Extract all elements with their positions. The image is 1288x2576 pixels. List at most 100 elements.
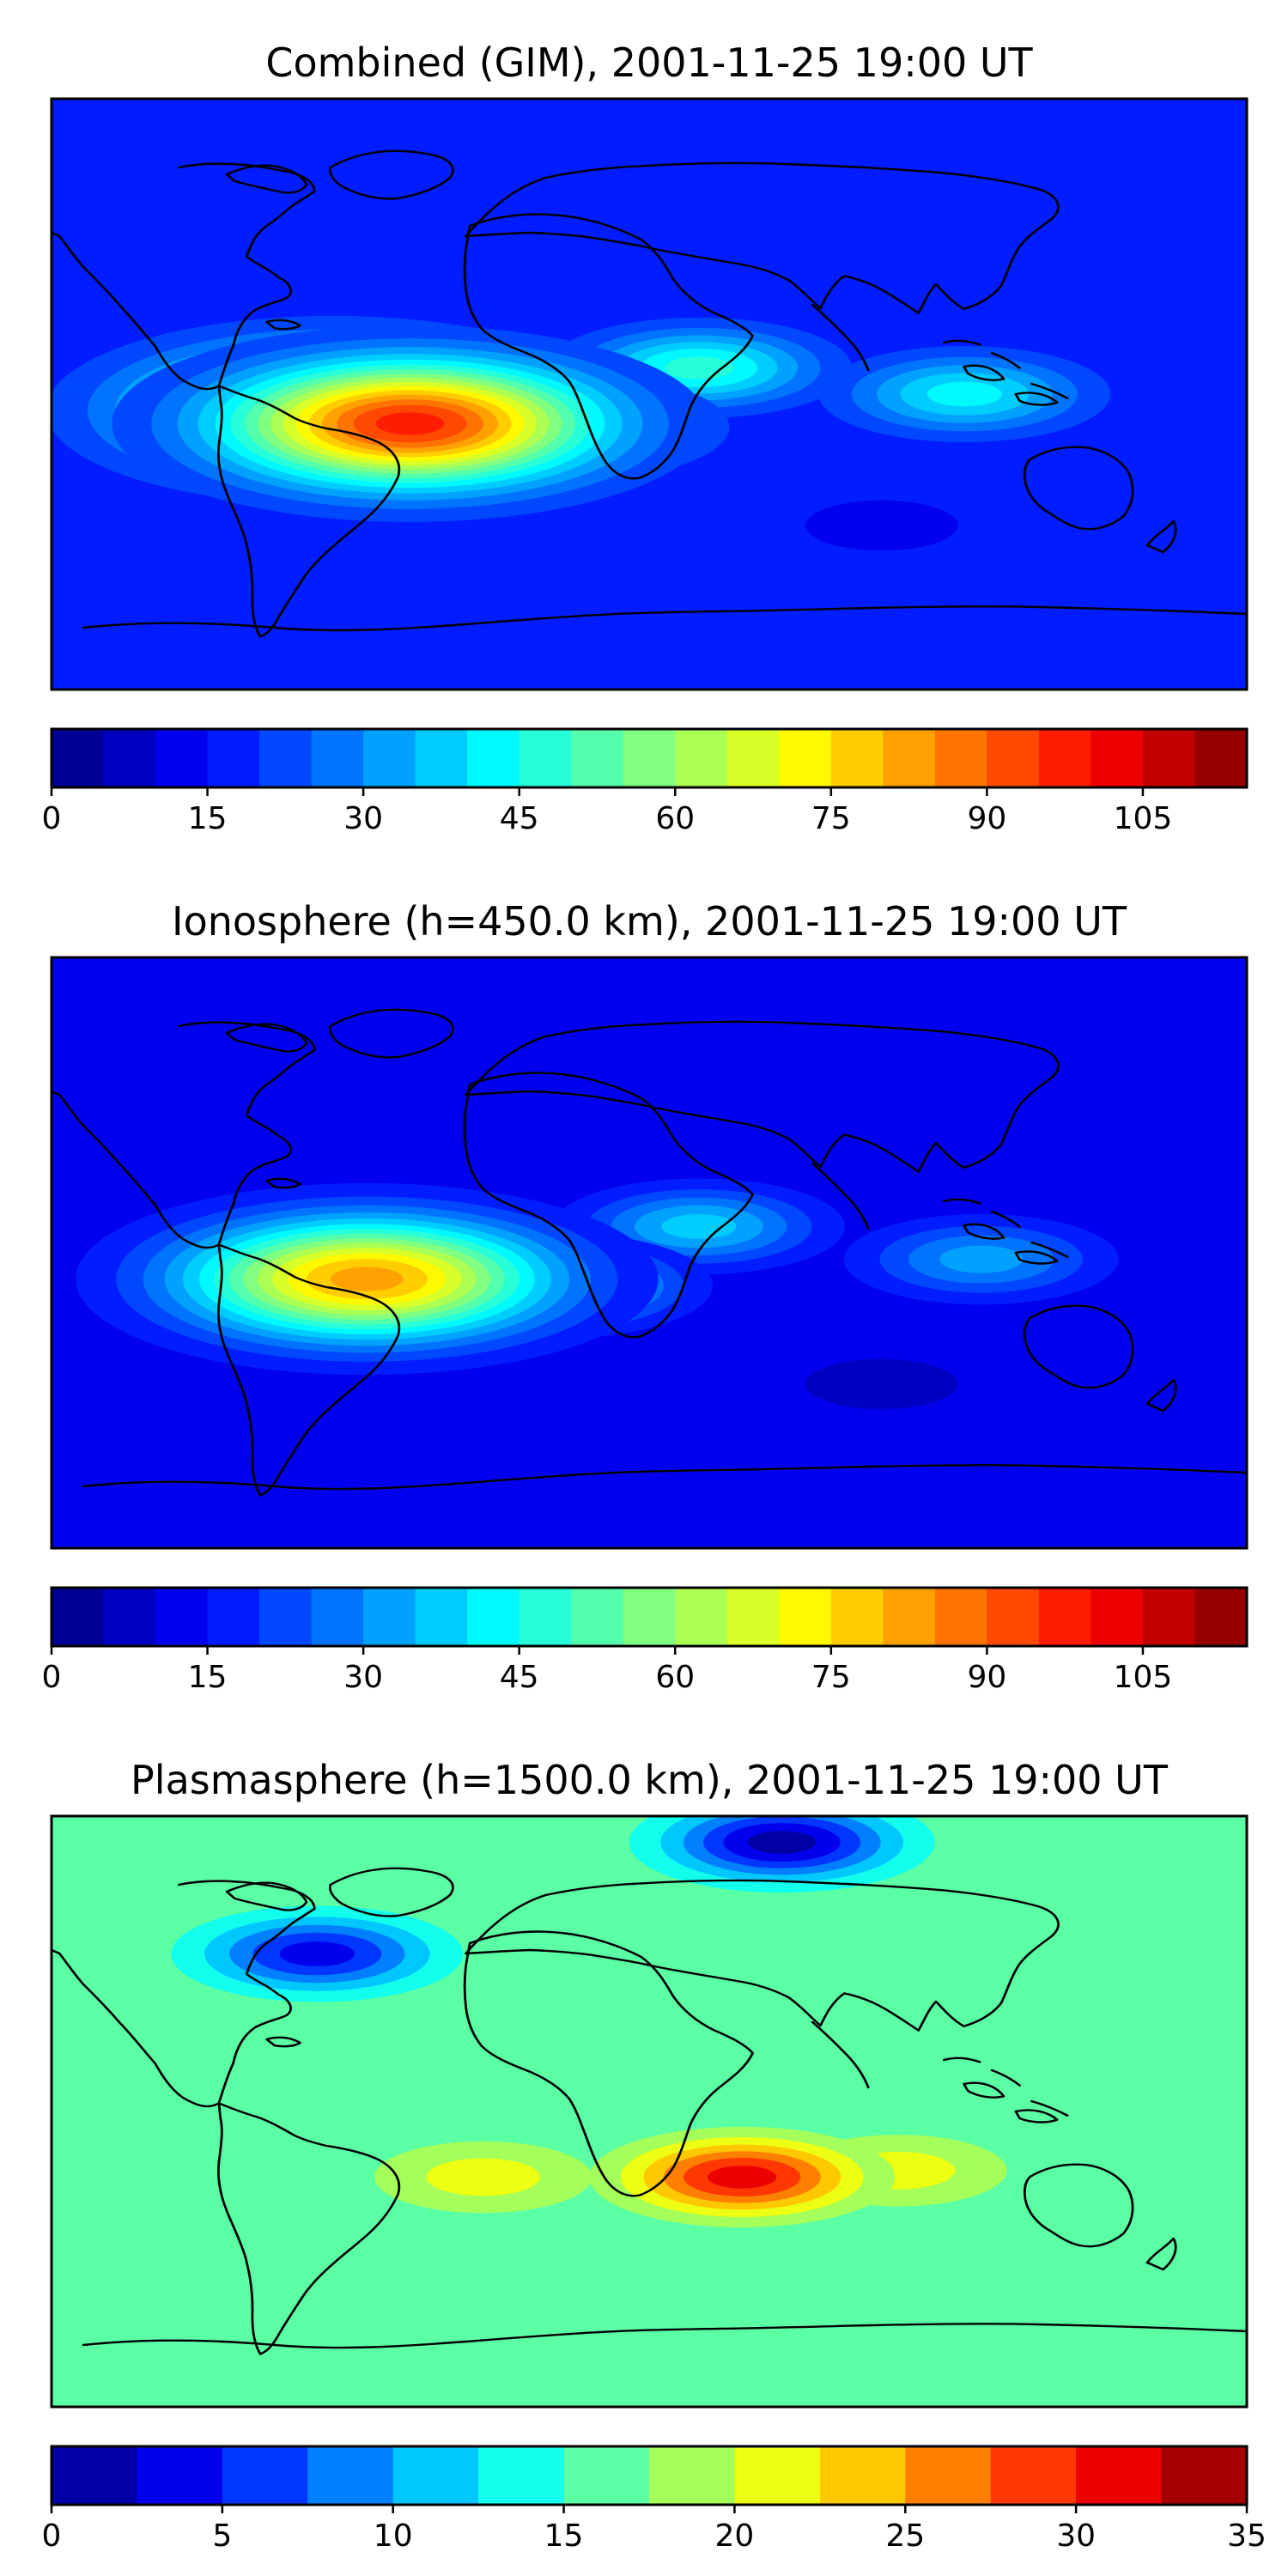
colorbar-bin xyxy=(734,2446,821,2505)
colorbar-bin xyxy=(222,2446,308,2505)
colorbar-bin xyxy=(990,2446,1077,2505)
map-border xyxy=(50,1814,1249,2409)
colorbar-tick-label: 15 xyxy=(188,801,228,836)
contour-map xyxy=(50,956,1249,1550)
colorbar-tick-label: 20 xyxy=(715,2518,755,2554)
colorbar-frame xyxy=(50,1586,1249,1648)
colorbar-bin xyxy=(830,1588,884,1646)
map-panel-1: Combined (GIM), 2001-11-25 19:00 UT 0 15 30… xyxy=(42,39,1249,836)
colorbar-bin xyxy=(1076,2446,1163,2505)
colorbar-bin xyxy=(363,729,416,787)
colorbar-frame xyxy=(50,2445,1249,2506)
colorbar-tick-label: 15 xyxy=(544,2518,584,2554)
colorbar-bin xyxy=(819,2446,906,2505)
colorbar-bin xyxy=(571,1588,624,1646)
colorbar-bin xyxy=(52,1588,105,1646)
colorbar-bin xyxy=(623,729,676,787)
colorbar-bin xyxy=(415,1588,468,1646)
colorbar-tick-label: 90 xyxy=(967,801,1006,836)
colorbar-bin xyxy=(363,1588,416,1646)
colorbar-bin xyxy=(987,729,1040,787)
contour-level xyxy=(661,1214,737,1239)
colorbar-tick-label: 45 xyxy=(500,1660,539,1695)
colorbar-bin xyxy=(311,1588,364,1646)
contour-level xyxy=(939,1245,1024,1273)
colorbar-frame xyxy=(50,727,1249,789)
colorbar-bin xyxy=(726,729,780,787)
colorbar-bin xyxy=(155,729,209,787)
colorbar-bin xyxy=(155,1588,209,1646)
colorbar-tick-label: 75 xyxy=(811,801,851,836)
colorbar-bin xyxy=(311,729,364,787)
panel-title: Plasmasphere (h=1500.0 km), 2001-11-25 1… xyxy=(131,1757,1169,1803)
colorbar: 0 15 30 45 60 75 90 105 xyxy=(42,1586,1249,1695)
contour-feature xyxy=(553,1178,845,1275)
colorbar-bin xyxy=(519,729,572,787)
colorbar-bin xyxy=(1161,2446,1248,2505)
colorbar-bin xyxy=(52,729,105,787)
colorbar-bin xyxy=(478,2446,565,2505)
colorbar-tick-label: 105 xyxy=(1114,1660,1173,1695)
colorbar-tick-label: 30 xyxy=(343,1660,383,1695)
colorbar-bin xyxy=(1091,729,1144,787)
colorbar: 0 15 30 45 60 75 90 105 xyxy=(42,727,1249,836)
colorbar-bin xyxy=(1194,1588,1248,1646)
colorbar-tick-label: 5 xyxy=(212,2518,232,2554)
colorbar-bin xyxy=(415,729,468,787)
colorbar-bin xyxy=(1091,1588,1144,1646)
colorbar-bin xyxy=(137,2446,223,2505)
colorbar-tick-label: 75 xyxy=(811,1660,851,1695)
contour-level xyxy=(426,2158,540,2196)
colorbar-bin xyxy=(934,729,987,787)
colorbar-bin xyxy=(883,729,936,787)
contour-level xyxy=(747,1831,817,1854)
colorbar-tick-label: 15 xyxy=(188,1660,228,1695)
colorbar-bin xyxy=(1038,1588,1092,1646)
contour-level xyxy=(805,1358,958,1410)
contour-level xyxy=(927,381,1002,407)
colorbar-bin xyxy=(675,729,728,787)
colorbar-bin xyxy=(987,1588,1040,1646)
colorbar-bin xyxy=(519,1588,572,1646)
colorbar-bin xyxy=(571,729,624,787)
colorbar-tick-label: 35 xyxy=(1227,2518,1267,2554)
colorbar-bin xyxy=(563,2446,650,2505)
contour-feature xyxy=(76,1182,659,1376)
colorbar-tick-label: 30 xyxy=(343,801,383,836)
colorbar-bin xyxy=(103,1588,156,1646)
map-border xyxy=(50,97,1249,691)
contour-feature xyxy=(589,2126,896,2228)
contour-feature xyxy=(171,1905,464,2002)
panel-title: Combined (GIM), 2001-11-25 19:00 UT xyxy=(265,39,1033,86)
contour-feature xyxy=(805,1358,958,1410)
colorbar-bin xyxy=(779,1588,832,1646)
contour-level xyxy=(279,1941,355,1966)
colorbar-bin xyxy=(883,1588,936,1646)
colorbar-tick-label: 60 xyxy=(655,801,695,836)
contour-feature xyxy=(629,1816,935,1893)
colorbar-bin xyxy=(207,729,260,787)
colorbar-bin xyxy=(1142,729,1196,787)
colorbar-bin xyxy=(1194,729,1248,787)
colorbar-bin xyxy=(207,1588,260,1646)
colorbar-tick-label: 25 xyxy=(885,2518,925,2554)
colorbar-tick-label: 30 xyxy=(1056,2518,1096,2554)
colorbar-bin xyxy=(103,729,156,787)
contour-feature xyxy=(818,346,1111,442)
colorbar-bin xyxy=(392,2446,479,2505)
map-border xyxy=(50,956,1249,1550)
colorbar-bin xyxy=(259,729,313,787)
map-background-field xyxy=(52,1816,1247,2407)
colorbar-tick-label: 60 xyxy=(655,1660,695,1695)
colorbar-bin xyxy=(726,1588,780,1646)
colorbar-tick-label: 0 xyxy=(42,2518,62,2554)
colorbar-bin xyxy=(467,729,520,787)
colorbar-bin xyxy=(649,2446,736,2505)
contour-level xyxy=(330,1267,404,1291)
contour-level xyxy=(708,2166,777,2189)
colorbar-tick-label: 0 xyxy=(42,1660,62,1695)
colorbar-bin xyxy=(307,2446,394,2505)
colorbar-bin xyxy=(52,2446,138,2505)
colorbar-bin xyxy=(779,729,832,787)
